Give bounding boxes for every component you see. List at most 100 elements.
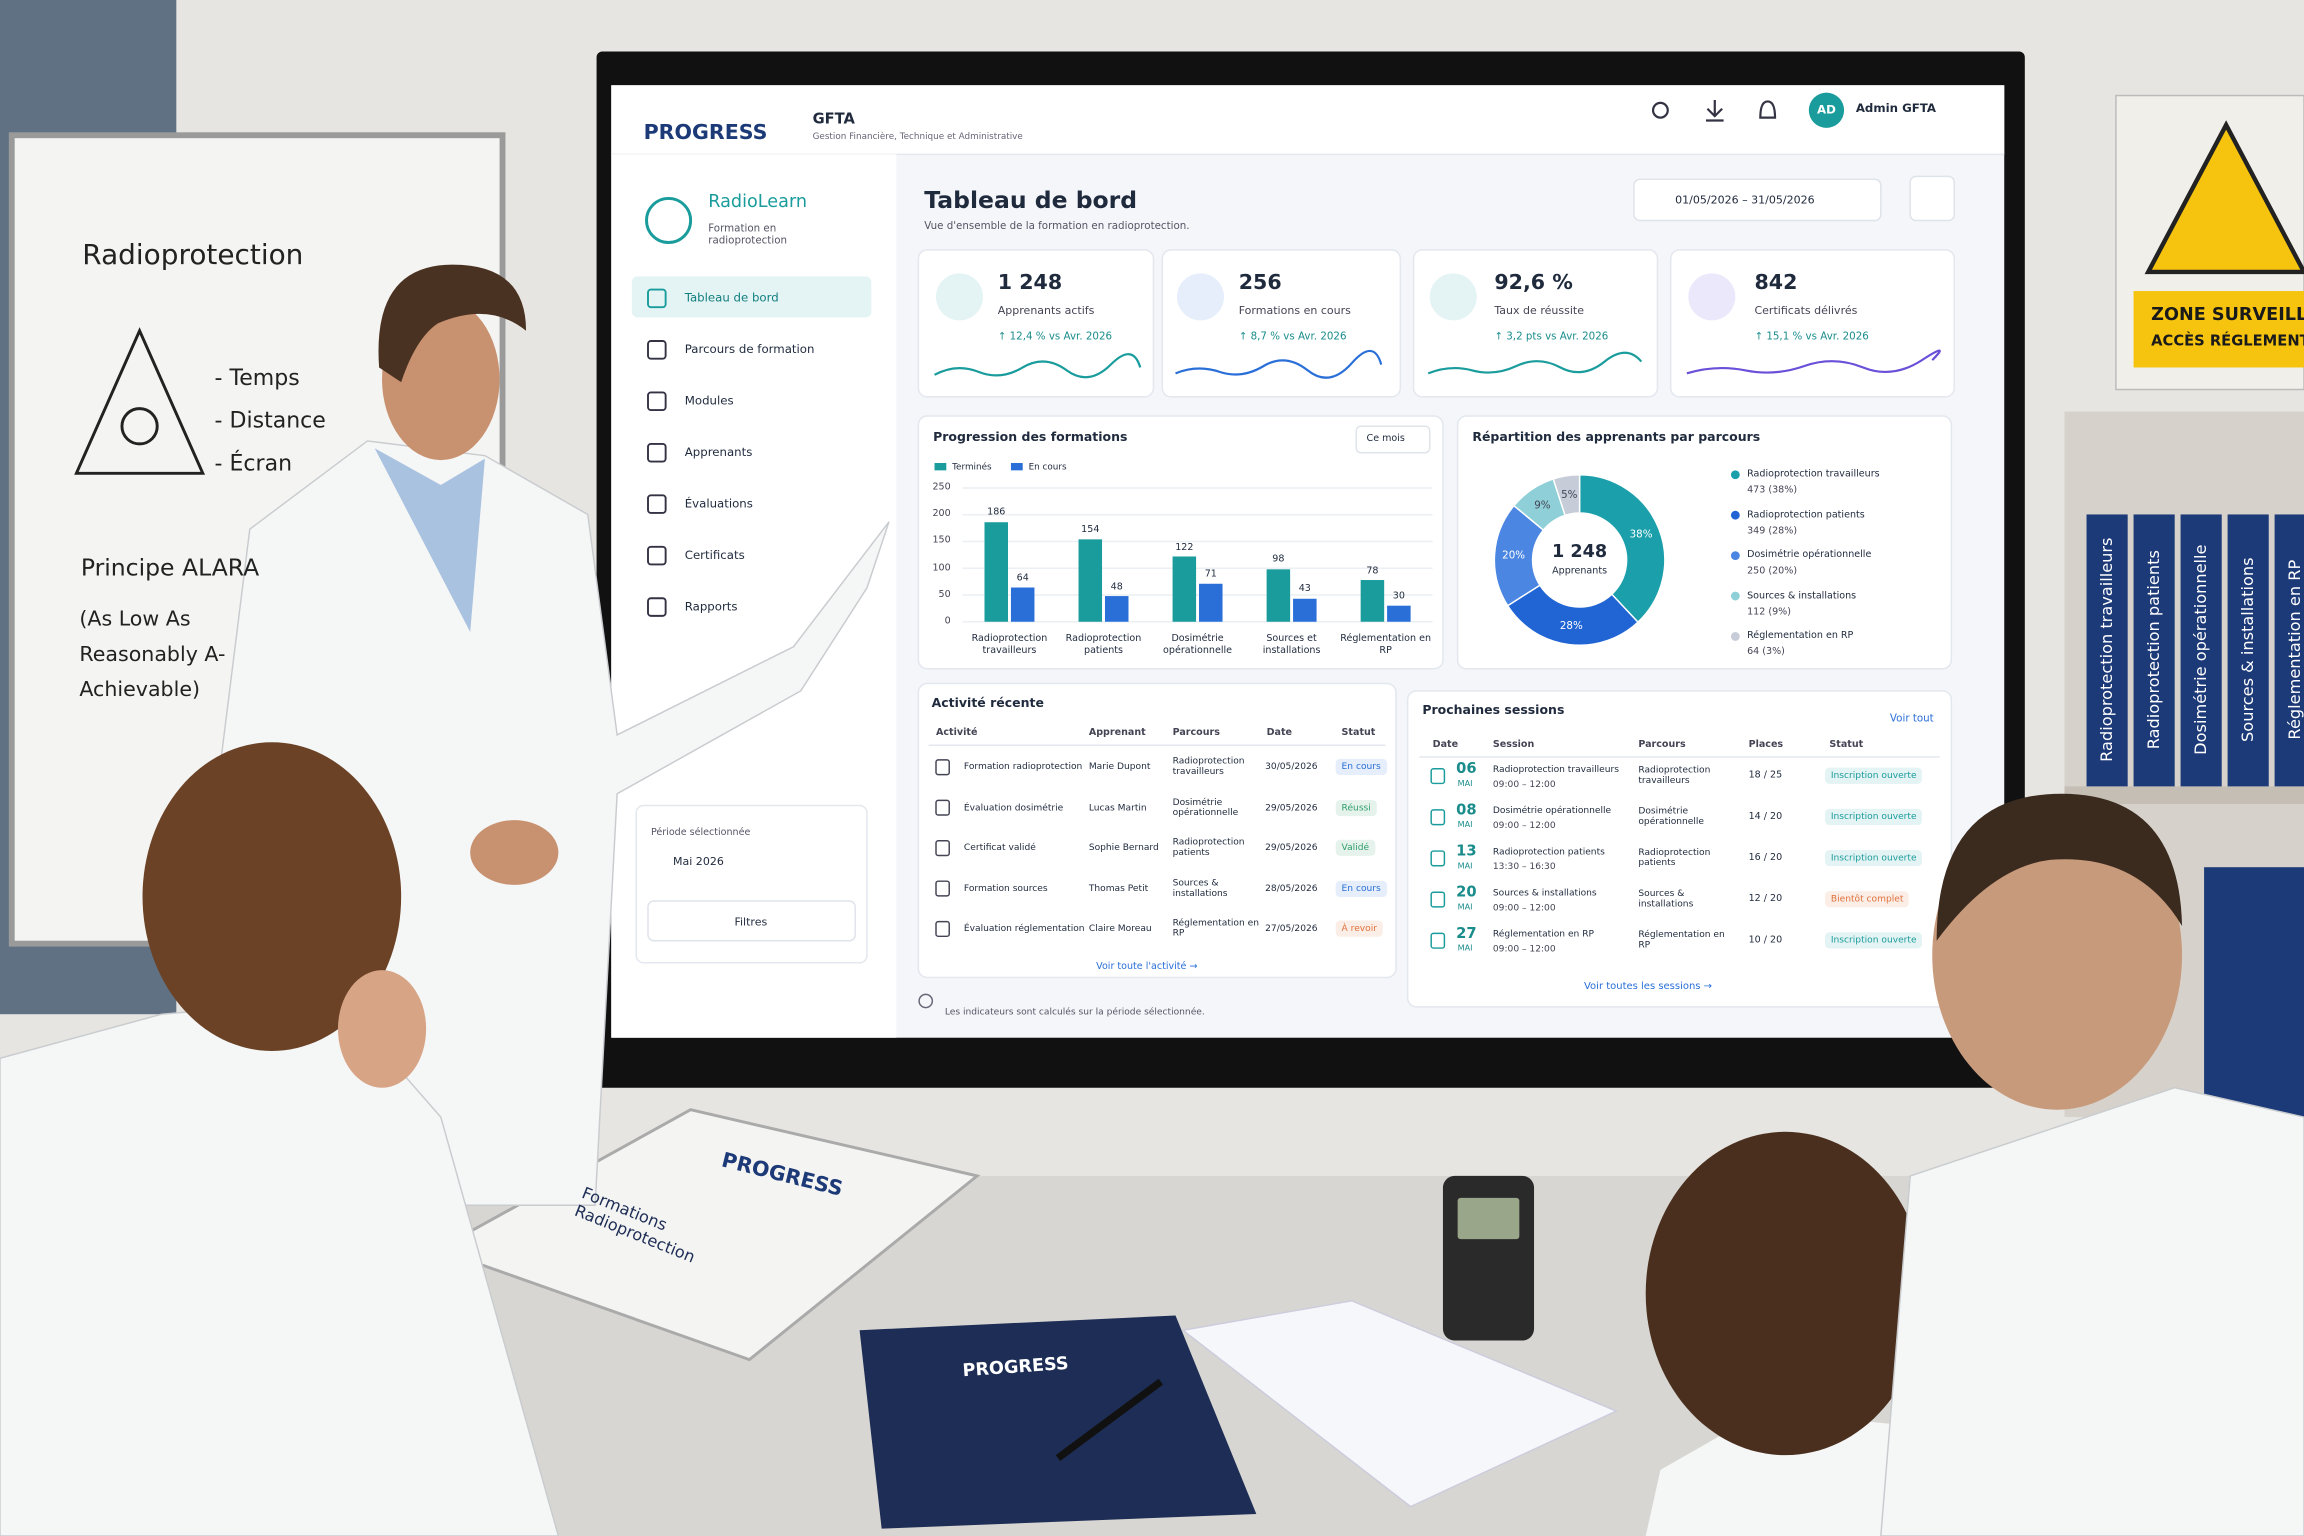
nav-item[interactable]: Apprenants — [684, 445, 753, 459]
nav-item[interactable]: Modules — [684, 394, 734, 408]
cell: Évaluation dosimétrie — [963, 802, 1064, 813]
attendee-hair — [1936, 793, 2183, 941]
period-dropdown — [1355, 425, 1431, 454]
nav-item[interactable]: Parcours de formation — [684, 342, 815, 357]
download-icon — [1705, 99, 1724, 122]
cell: Dosimétrie opérationnelle — [1638, 806, 1705, 828]
row-icon — [935, 759, 950, 776]
notebook — [859, 1315, 1257, 1529]
sidebar-tagline: Formation en radioprotection — [708, 222, 788, 247]
binder-label: Radioprotection patients — [2144, 550, 2164, 750]
avatar — [1808, 92, 1845, 128]
card-title: Activité récente — [931, 696, 1044, 712]
bar — [1293, 598, 1317, 622]
user-name[interactable]: Admin GFTA — [1855, 101, 1936, 115]
chart-title: Progression des formations — [933, 430, 1128, 446]
binder-label: Radioprotection travailleurs — [2097, 537, 2117, 762]
nav-item[interactable]: Évaluations — [684, 497, 753, 511]
binder-label: Réglementation en RP — [2285, 559, 2304, 740]
data-label: 98 — [1272, 553, 1285, 566]
legend-label: Réglementation en RP — [1747, 629, 1854, 642]
page-subtitle: Vue d'ensemble de la formation en radiop… — [924, 220, 1190, 232]
cell: 13:30 – 16:30 — [1492, 861, 1556, 873]
session-month: MAI — [1457, 821, 1473, 831]
binder-label: Dosimétrie opérationnelle — [2191, 544, 2211, 755]
whiteboard-item: - Distance — [214, 407, 326, 434]
attendee-coat — [1880, 1086, 2304, 1536]
nav-icon — [647, 340, 667, 360]
column-header: Places — [1748, 738, 1784, 750]
cell: Radioprotection travailleurs — [1638, 765, 1711, 787]
column-header: Parcours — [1172, 726, 1220, 739]
logo: PROGRESS — [643, 121, 768, 145]
kpi-delta: ↑ 8,7 % vs Avr. 2026 — [1238, 330, 1347, 343]
y-tick-label: 50 — [938, 587, 951, 600]
cell: 09:00 – 12:00 — [1492, 779, 1556, 790]
cell: Certificat validé — [963, 842, 1036, 853]
column-header: Statut — [1829, 738, 1864, 750]
desk-binder — [434, 1108, 981, 1362]
session-month: MAI — [1457, 903, 1473, 913]
legend-dot — [1730, 632, 1740, 641]
link[interactable]: Voir tout — [1889, 712, 1934, 725]
kpi-delta: ↑ 3,2 pts vs Avr. 2026 — [1494, 330, 1609, 343]
app-icon — [645, 196, 693, 244]
status-badge: En cours — [1335, 880, 1387, 897]
cell: 27/05/2026 — [1265, 923, 1318, 934]
bar — [1104, 596, 1129, 622]
calendar-icon — [1430, 891, 1446, 908]
bar — [1078, 539, 1103, 622]
chart-title: Répartition des apprenants par parcours — [1472, 430, 1761, 446]
whiteboard-note: Reasonably A- — [79, 643, 226, 667]
nav-icon — [647, 545, 667, 566]
card-title: Prochaines sessions — [1422, 703, 1565, 719]
y-tick-label: 200 — [932, 507, 951, 520]
x-tick-label: Dosimétrie opérationnelle — [1163, 632, 1233, 656]
nav-icon — [647, 391, 667, 412]
cell: Radioprotection patients — [1172, 837, 1245, 859]
app-header — [611, 85, 2005, 155]
kpi-icon — [1176, 273, 1225, 321]
period-dropdown-label[interactable]: Ce mois — [1366, 432, 1405, 445]
whiteboard-note: Achievable) — [79, 678, 201, 703]
sign-text: ZONE SURVEILLÉ — [2151, 303, 2304, 325]
link[interactable]: Voir toutes les sessions → — [1584, 980, 1713, 993]
nav-item[interactable]: Certificats — [684, 548, 745, 562]
cell: 30/05/2026 — [1265, 761, 1318, 773]
kpi-card — [1161, 249, 1402, 398]
period-value[interactable]: Mai 2026 — [672, 854, 724, 868]
legend-detail: 112 (9%) — [1747, 604, 1791, 617]
link[interactable]: Voir toute l'activité → — [1096, 959, 1198, 972]
nav-icon — [647, 597, 667, 617]
shelf-binder — [2274, 514, 2304, 787]
sparkline — [934, 353, 1142, 379]
legend-label: Dosimétrie opérationnelle — [1747, 548, 1872, 561]
filters-button-label[interactable]: Filtres — [734, 914, 768, 929]
date-range[interactable]: 01/05/2026 – 31/05/2026 — [1675, 193, 1815, 207]
status-badge: Inscription ouverte — [1824, 767, 1923, 785]
whiteboard-item: - Écran — [214, 449, 293, 477]
pie-slice — [1506, 584, 1639, 646]
data-label: 30 — [1392, 589, 1405, 602]
sparkline — [1427, 351, 1643, 375]
nav-item[interactable]: Rapports — [684, 600, 738, 614]
nav-item[interactable]: Tableau de bord — [684, 291, 779, 305]
pie-center-label: Apprenants — [1552, 564, 1608, 577]
nav-icon — [647, 442, 667, 463]
cell: 09:00 – 12:00 — [1492, 820, 1556, 831]
x-tick-label: Réglementation en RP — [1340, 632, 1432, 656]
y-tick-label: 0 — [944, 614, 951, 627]
whiteboard-item: - Temps — [214, 364, 300, 391]
legend-dot — [1730, 470, 1740, 480]
nav-active — [631, 276, 872, 318]
session-day: 08 — [1456, 802, 1477, 819]
session-month: MAI — [1457, 780, 1473, 789]
slice-label: 5% — [1561, 488, 1578, 501]
cell: Sources & installations — [1492, 888, 1597, 899]
kpi-icon — [936, 273, 984, 321]
x-tick-label: Radioprotection travailleurs — [971, 632, 1048, 656]
cell: 16 / 20 — [1748, 851, 1783, 863]
data-label: 48 — [1110, 580, 1123, 592]
cell: Formation radioprotection — [963, 761, 1083, 773]
session-month: MAI — [1457, 862, 1473, 872]
